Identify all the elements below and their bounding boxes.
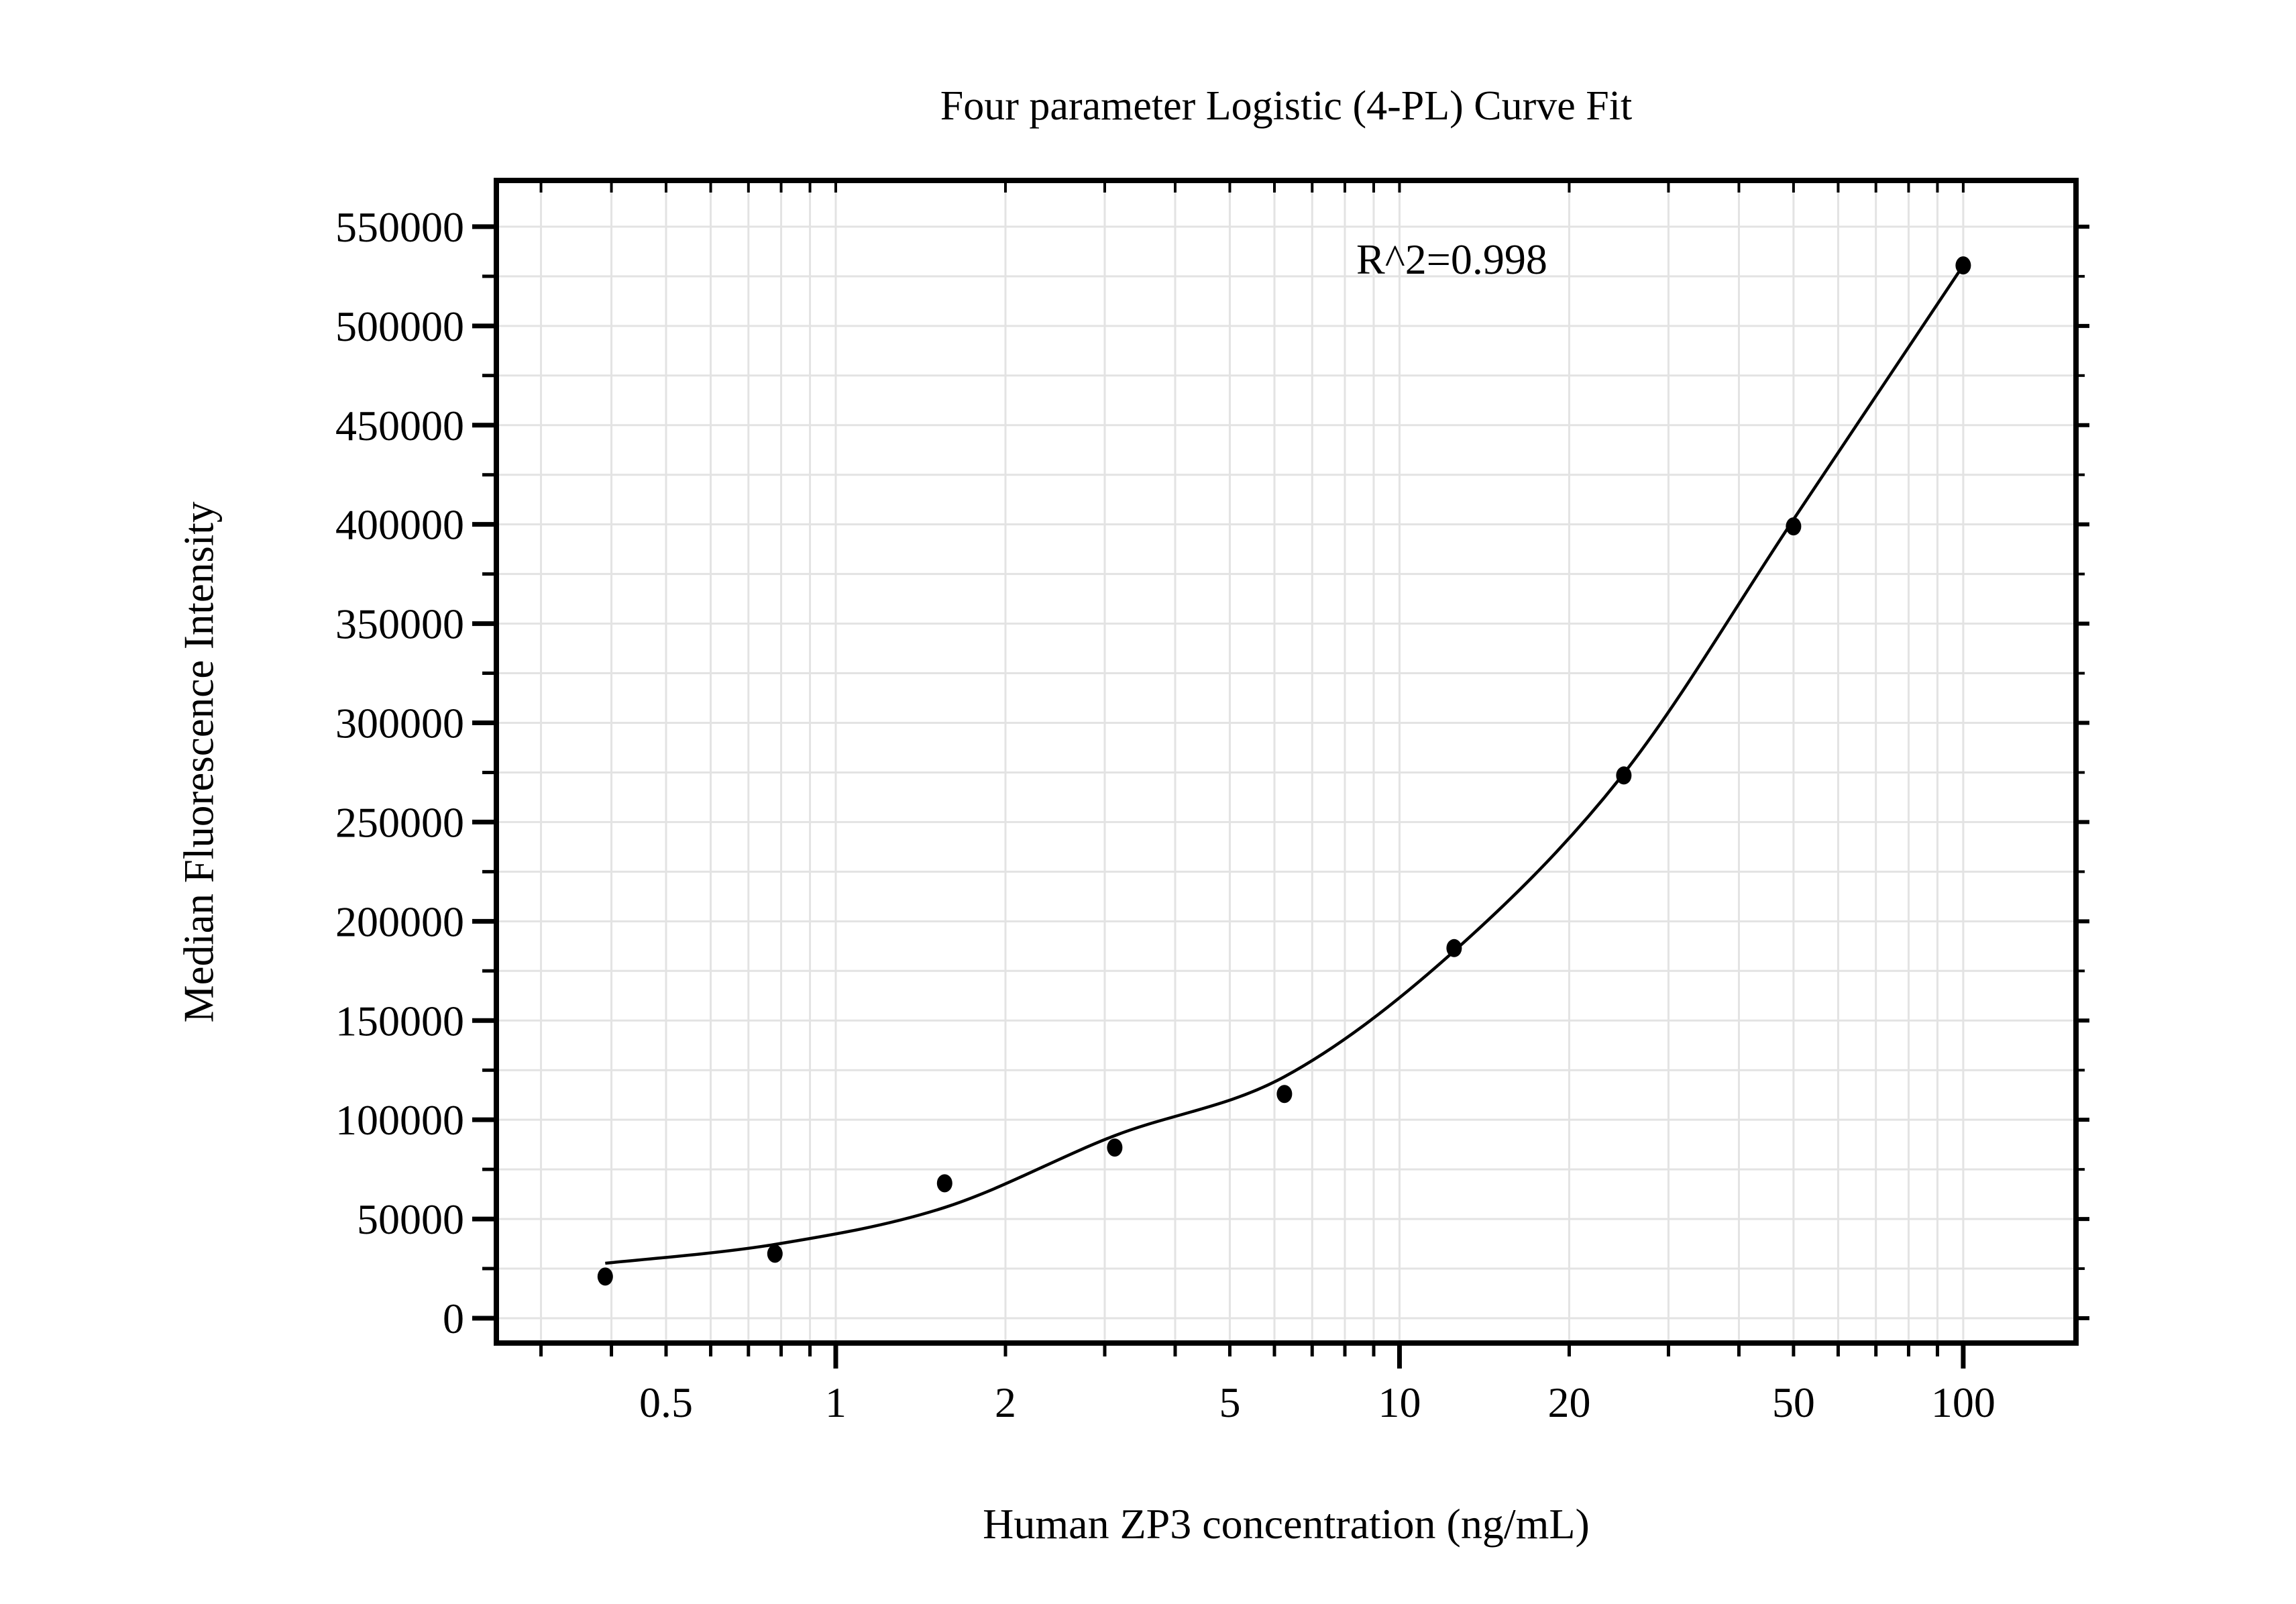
y-axis-tick-label: 450000 <box>335 402 464 449</box>
x-axis-tick-label: 2 <box>995 1379 1016 1426</box>
x-axis-tick-label: 20 <box>1547 1379 1590 1426</box>
y-axis-tick-label: 200000 <box>335 898 464 945</box>
x-axis-tick-label: 50 <box>1772 1379 1815 1426</box>
y-axis-tick-label: 550000 <box>335 203 464 251</box>
fit-curve-line <box>605 264 1965 1265</box>
data-point <box>1786 517 1802 536</box>
data-point <box>597 1267 613 1286</box>
x-axis-tick-label: 5 <box>1219 1379 1240 1426</box>
x-axis-tick-label: 10 <box>1378 1379 1421 1426</box>
y-axis-tick-label: 300000 <box>335 700 464 747</box>
data-point <box>1276 1085 1293 1104</box>
data-point <box>1107 1138 1123 1157</box>
y-axis-tick-label: 50000 <box>357 1195 464 1243</box>
y-axis-tick-label: 250000 <box>335 798 464 846</box>
data-point <box>1446 939 1462 957</box>
x-axis-tick-label: 100 <box>1931 1379 1996 1426</box>
y-axis-tick-label: 500000 <box>335 303 464 350</box>
r-squared-annotation: R^2=0.998 <box>1356 235 1547 283</box>
data-point <box>767 1244 783 1263</box>
y-axis-tick-label: 400000 <box>335 501 464 549</box>
x-axis-tick-label: 0.5 <box>639 1379 693 1426</box>
plot-frame <box>494 178 2079 1346</box>
y-axis-tick-label: 100000 <box>335 1096 464 1144</box>
axis-ticks <box>472 180 2089 1369</box>
y-axis-tick-label: 350000 <box>335 600 464 648</box>
x-axis-tick-label: 1 <box>825 1379 846 1426</box>
y-axis-tick-label: 150000 <box>335 997 464 1045</box>
y-axis-tick-label: 0 <box>443 1295 464 1342</box>
x-axis-title: Human ZP3 concentration (ng/mL) <box>983 1500 1590 1548</box>
chart-title: Four parameter Logistic (4-PL) Curve Fit <box>940 83 1633 129</box>
data-points <box>597 256 1971 1286</box>
data-point <box>1616 766 1632 785</box>
gridlines <box>496 180 2076 1343</box>
data-point <box>936 1174 952 1193</box>
y-axis-title: Median Fluorescence Intensity <box>175 501 223 1023</box>
data-point <box>1955 256 1971 275</box>
